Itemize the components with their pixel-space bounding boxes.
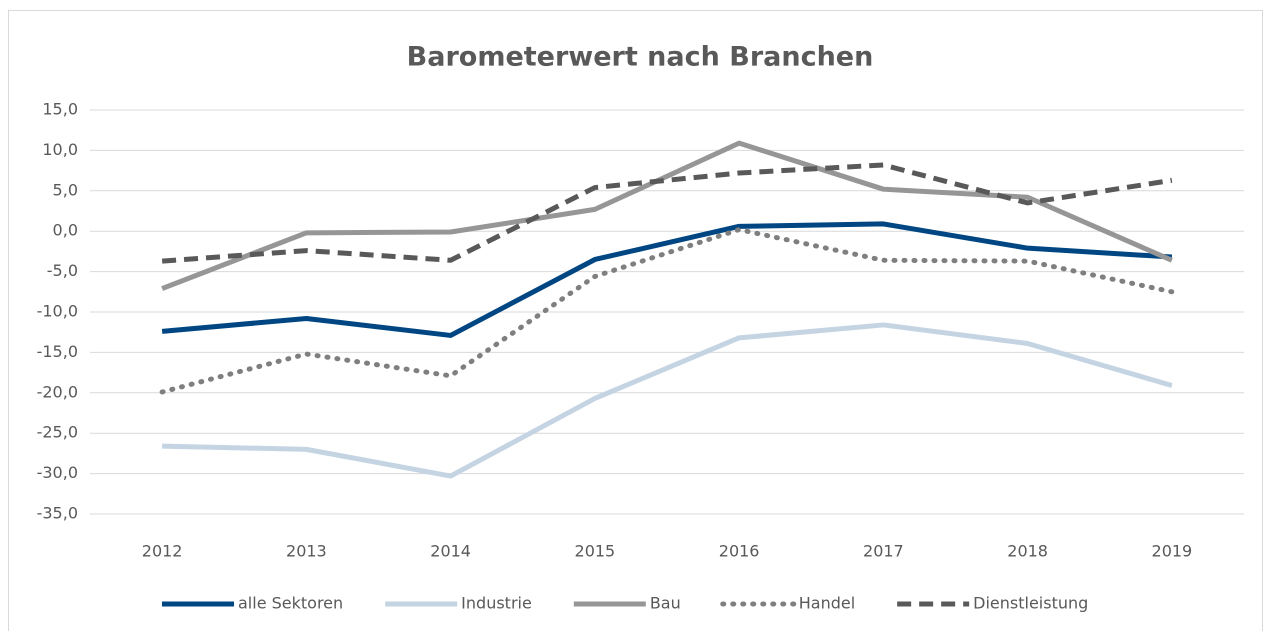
x-tick-label: 2016 xyxy=(719,542,760,561)
x-tick-label: 2015 xyxy=(575,542,616,561)
series-line xyxy=(162,322,1173,479)
chart-frame xyxy=(8,10,1263,631)
legend-label: alle Sektoren xyxy=(238,594,343,613)
legend-label: Dienstleistung xyxy=(973,594,1088,613)
y-tick-label: -5,0 xyxy=(47,261,78,280)
y-tick-label: 5,0 xyxy=(53,180,78,199)
x-tick-label: 2013 xyxy=(286,542,327,561)
y-tick-label: -20,0 xyxy=(37,382,78,401)
legend-label: Industrie xyxy=(461,594,532,613)
series-line xyxy=(161,221,1173,338)
legend-label: Handel xyxy=(799,594,855,613)
y-tick-label: -10,0 xyxy=(37,302,78,321)
y-tick-label: 15,0 xyxy=(42,100,78,119)
y-tick-label: -25,0 xyxy=(37,423,78,442)
x-tick-label: 2014 xyxy=(430,542,471,561)
legend-label: Bau xyxy=(650,594,681,613)
series-line xyxy=(161,162,1173,264)
y-tick-label: -30,0 xyxy=(37,463,78,482)
x-tick-label: 2012 xyxy=(142,542,183,561)
y-tick-label: 0,0 xyxy=(53,221,78,240)
x-tick-label: 2019 xyxy=(1152,542,1193,561)
y-tick-label: -35,0 xyxy=(37,504,78,523)
x-tick-label: 2018 xyxy=(1007,542,1048,561)
x-tick-label: 2017 xyxy=(863,542,904,561)
y-tick-label: -15,0 xyxy=(37,342,78,361)
series-line xyxy=(159,227,1175,395)
chart-title: Barometerwert nach Branchen xyxy=(407,42,874,73)
y-tick-label: 10,0 xyxy=(42,140,78,159)
